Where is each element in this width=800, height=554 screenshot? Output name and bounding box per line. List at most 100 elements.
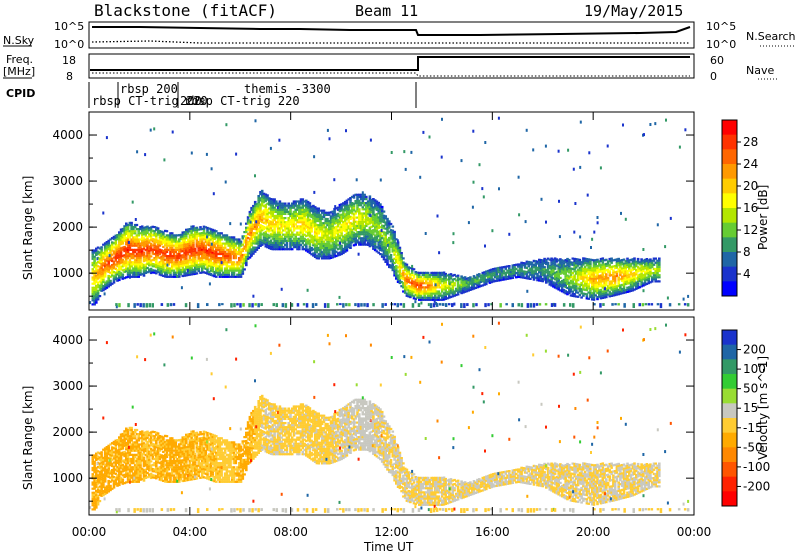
power-cell — [622, 258, 626, 261]
power-cell — [167, 275, 170, 278]
power-cell — [236, 261, 239, 264]
power-cell — [412, 289, 416, 292]
power-cell — [190, 231, 193, 235]
power-cell — [395, 277, 398, 280]
power-cell — [238, 257, 241, 260]
power-cell — [264, 212, 268, 215]
power-cell — [197, 253, 200, 256]
power-cell — [358, 226, 361, 230]
power-cell — [155, 234, 158, 238]
power-cell — [557, 280, 560, 283]
power-cell — [114, 240, 118, 243]
power-cell — [102, 276, 105, 279]
power-cell — [313, 220, 317, 223]
power-cell — [329, 215, 333, 218]
power-cell — [186, 232, 190, 235]
power-cell — [132, 250, 135, 253]
power-cell — [239, 273, 243, 276]
power-cell — [96, 277, 100, 280]
power-cell — [172, 240, 176, 243]
power-cell — [359, 241, 363, 244]
power-cell — [388, 230, 391, 233]
power-cell — [126, 257, 130, 260]
power-cell — [587, 272, 590, 275]
power-cell — [107, 283, 110, 286]
power-cell — [135, 269, 139, 272]
power-cell — [294, 237, 297, 240]
power-cell — [389, 264, 393, 267]
power-cell — [169, 275, 172, 278]
power-cell — [292, 237, 296, 240]
power-cell — [112, 262, 116, 265]
power-cell — [590, 287, 594, 291]
power-cell — [559, 260, 562, 263]
power-cell — [391, 250, 395, 253]
power-cell — [363, 239, 366, 242]
power-cell — [624, 289, 627, 292]
power-cell — [352, 213, 356, 216]
power-cell — [619, 290, 622, 293]
power-cell — [430, 290, 433, 293]
power-cell — [555, 258, 559, 261]
power-cell — [557, 282, 560, 285]
power-cell — [149, 263, 153, 266]
power-cell — [275, 235, 278, 238]
power-cell — [185, 253, 188, 256]
power-cell — [324, 255, 327, 258]
power-cell — [167, 261, 170, 264]
power-cell — [114, 267, 118, 270]
power-cell — [126, 252, 130, 256]
power-cell — [576, 268, 580, 271]
power-cell — [238, 246, 241, 249]
power-cell — [271, 231, 275, 234]
power-cell — [432, 298, 435, 301]
power-cell — [149, 236, 153, 239]
power-cell — [536, 266, 539, 269]
power-cell — [186, 259, 190, 262]
power-cell — [550, 278, 553, 281]
power-cell — [301, 233, 305, 236]
power-cell — [102, 256, 105, 259]
power-cell — [96, 283, 100, 286]
power-cell — [550, 267, 553, 271]
power-cell — [396, 260, 400, 263]
power-cell — [301, 225, 305, 228]
power-cell — [463, 282, 467, 285]
power-cell — [590, 298, 594, 301]
power-cell — [342, 235, 345, 238]
power-cell — [96, 269, 100, 272]
power-cell — [571, 294, 575, 297]
power-cell — [328, 257, 331, 260]
power-cell — [308, 251, 312, 255]
power-cell — [326, 257, 329, 260]
power-cell — [328, 249, 331, 252]
power-cell — [582, 263, 585, 266]
power-cell — [603, 259, 606, 262]
power-cell — [222, 236, 225, 239]
power-cell — [289, 227, 292, 230]
power-cell — [200, 254, 204, 257]
power-cell — [345, 239, 349, 242]
power-cell — [573, 270, 576, 273]
power-cell — [631, 268, 635, 271]
power-cell — [264, 222, 268, 225]
power-cell — [485, 274, 488, 277]
power-cell — [336, 221, 340, 224]
power-cell — [160, 241, 163, 244]
power-cell — [582, 286, 585, 289]
power-cell — [269, 214, 273, 217]
power-cell — [319, 249, 322, 252]
power-cell — [119, 243, 123, 246]
power-cell — [368, 220, 372, 223]
power-cell — [373, 224, 377, 227]
power-cell — [248, 244, 252, 247]
power-cell — [331, 254, 335, 257]
power-cell — [241, 272, 245, 275]
power-cell — [633, 267, 636, 270]
power-cell — [483, 283, 486, 286]
power-cell — [612, 279, 615, 283]
power-cell — [358, 220, 361, 223]
power-cell — [430, 296, 433, 299]
power-cell — [112, 256, 116, 259]
power-cell — [283, 223, 287, 226]
